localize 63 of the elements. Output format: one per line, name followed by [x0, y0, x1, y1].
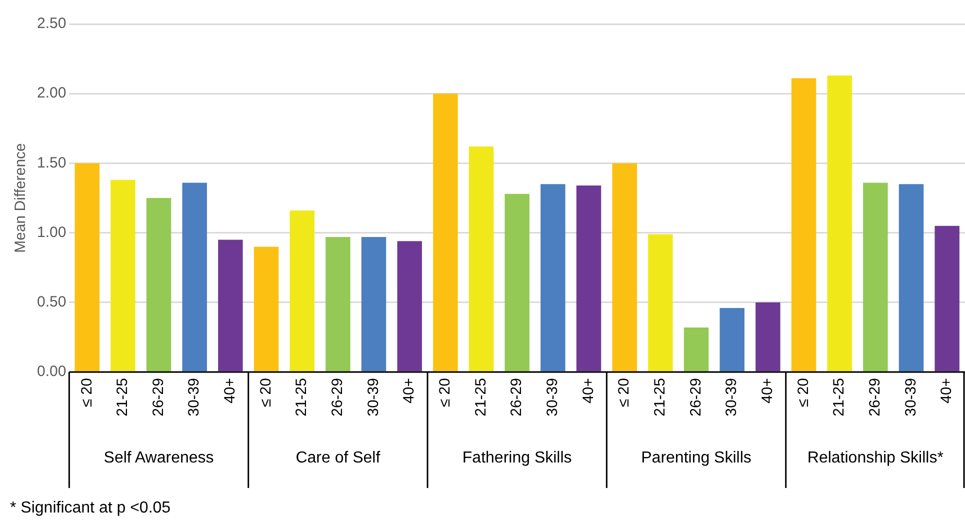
bar — [684, 327, 709, 372]
text: 21-25 — [652, 378, 669, 416]
x-tick-label: Fathering Skills — [462, 449, 572, 466]
text: 30-39 — [723, 378, 740, 416]
y-tick-label: 2.00 — [36, 84, 66, 102]
bar — [576, 185, 602, 372]
bar — [182, 182, 207, 372]
bar — [934, 226, 960, 372]
x-tick-label: Care of Self — [296, 449, 381, 466]
x-tick-label: Parenting Skills — [641, 449, 752, 466]
bar — [433, 94, 458, 372]
bar — [648, 234, 673, 372]
text: 26-29 — [866, 378, 884, 416]
bar — [254, 246, 279, 372]
text: 40+ — [400, 378, 418, 404]
text: ≤ 20 — [616, 378, 633, 408]
text: ≤ 20 — [257, 378, 274, 408]
y-tick-label: 1.50 — [36, 154, 66, 172]
text: 40+ — [222, 378, 239, 404]
bar — [612, 163, 637, 372]
bar — [720, 308, 744, 372]
bar — [326, 236, 350, 372]
text: 26-29 — [150, 378, 167, 416]
bar — [290, 210, 314, 372]
y-tick-label: 1.00 — [36, 224, 66, 241]
text: 30-39 — [544, 378, 562, 416]
bar — [146, 198, 172, 372]
text: ≤ 20 — [794, 378, 812, 408]
text: ≤ 20 — [436, 378, 454, 408]
bar — [397, 241, 422, 372]
bar — [361, 236, 386, 372]
text: 21-25 — [472, 378, 490, 416]
text: * Significant at p <0.05 — [10, 499, 171, 516]
x-tick-label: Relationship Skills* — [807, 449, 944, 466]
x-tick-label: Self Awareness — [104, 449, 214, 466]
text: 30-39 — [902, 378, 920, 416]
text: 21-25 — [293, 378, 310, 416]
bar — [827, 76, 852, 372]
bar — [756, 302, 780, 372]
bar — [863, 182, 888, 372]
bar — [110, 180, 136, 372]
y-tick-label: 2.50 — [36, 15, 66, 32]
text: 21-25 — [114, 378, 132, 416]
bar — [898, 184, 924, 372]
bar — [218, 240, 243, 372]
bar — [74, 163, 100, 372]
bar — [468, 146, 494, 372]
y-axis-title: Mean Difference — [12, 143, 30, 253]
y-tick-label: 0.00 — [36, 363, 66, 380]
text: 30-39 — [364, 378, 382, 416]
text: 40+ — [580, 378, 597, 404]
bar — [791, 78, 816, 372]
text: 21-25 — [830, 378, 848, 416]
text: 26-29 — [329, 378, 346, 416]
text: 40+ — [938, 378, 956, 404]
text: ≤ 20 — [78, 378, 96, 408]
text: 26-29 — [687, 378, 704, 416]
bar — [540, 184, 566, 372]
bar — [504, 194, 530, 372]
text: 26-29 — [508, 378, 526, 416]
text: 40+ — [759, 378, 776, 404]
y-tick-label: 0.50 — [36, 294, 66, 311]
text: 30-39 — [186, 378, 203, 416]
